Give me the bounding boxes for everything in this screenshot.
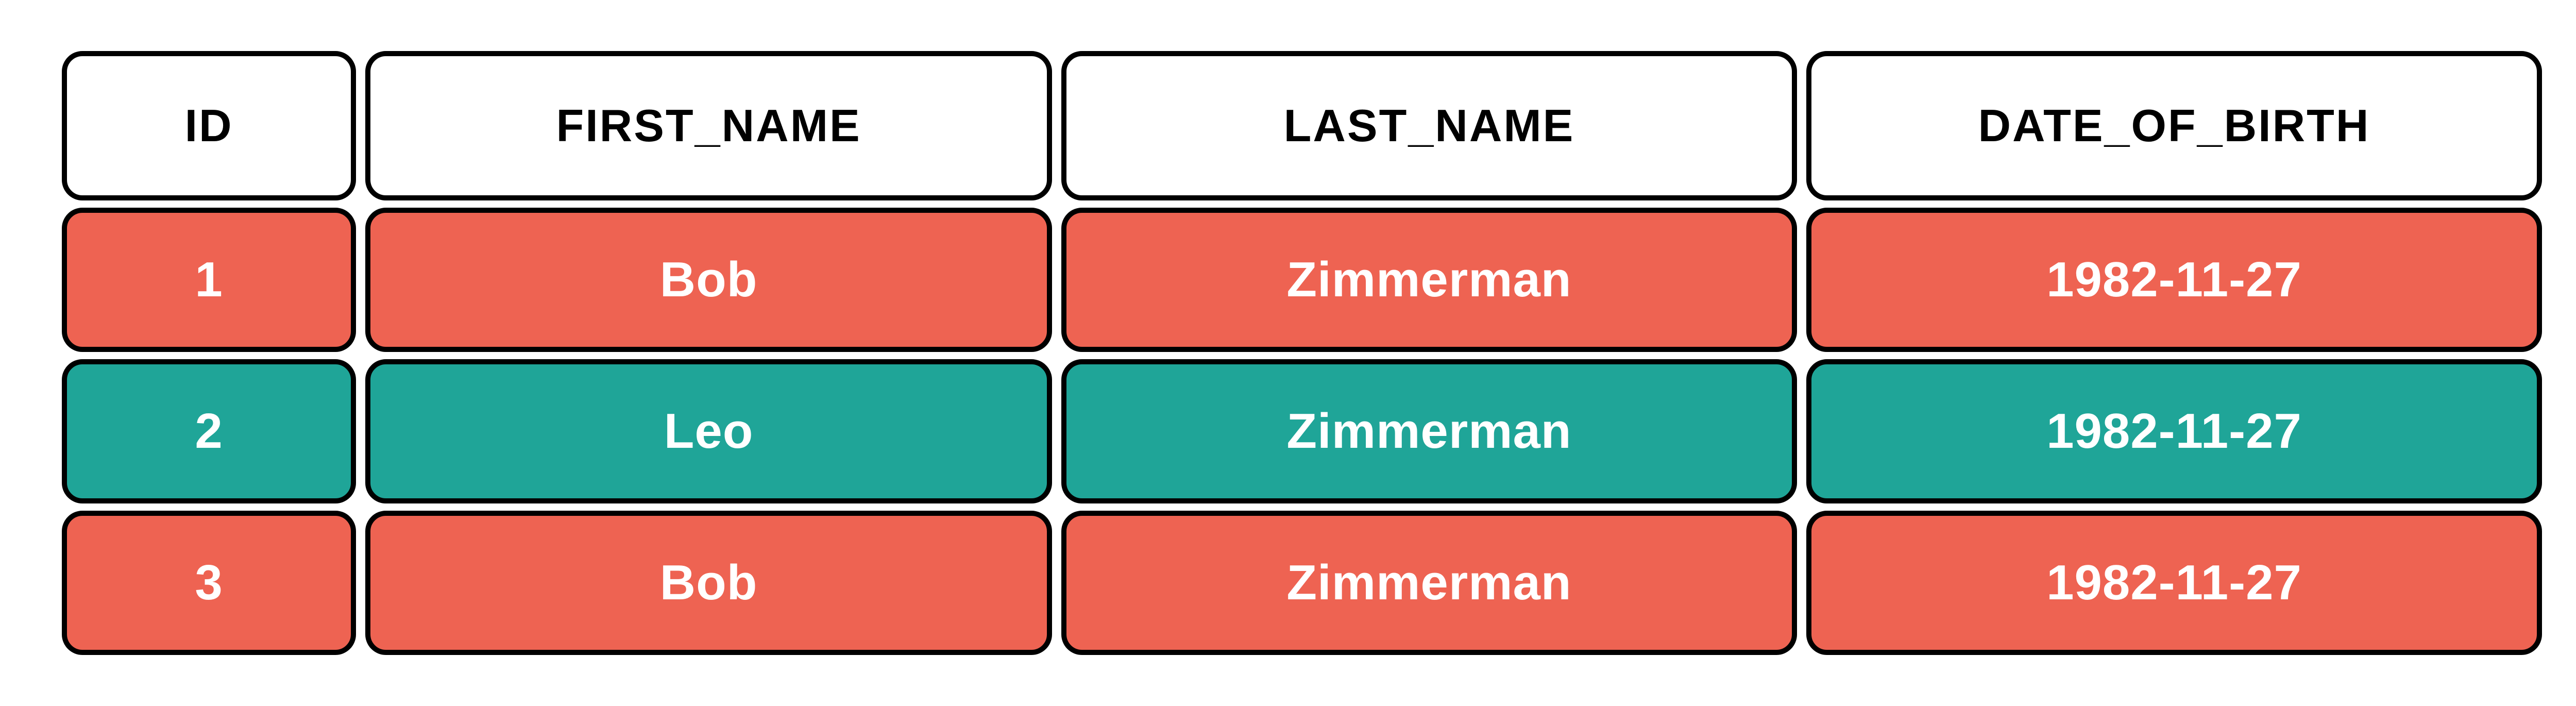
column-header-last-name: LAST_NAME xyxy=(1061,51,1797,200)
table-row: 2 Leo Zimmerman 1982-11-27 xyxy=(62,359,2514,503)
cell-first-name: Leo xyxy=(365,359,1052,503)
cell-date-of-birth: 1982-11-27 xyxy=(1806,511,2542,655)
cell-date-of-birth: 1982-11-27 xyxy=(1806,208,2542,352)
cell-id: 1 xyxy=(62,208,356,352)
cell-first-name: Bob xyxy=(365,208,1052,352)
cell-last-name: Zimmerman xyxy=(1061,511,1797,655)
cell-id: 2 xyxy=(62,359,356,503)
table-header-row: ID FIRST_NAME LAST_NAME DATE_OF_BIRTH xyxy=(62,51,2514,200)
cell-id: 3 xyxy=(62,511,356,655)
cell-first-name: Bob xyxy=(365,511,1052,655)
column-header-id: ID xyxy=(62,51,356,200)
cell-last-name: Zimmerman xyxy=(1061,208,1797,352)
cell-last-name: Zimmerman xyxy=(1061,359,1797,503)
table-row: 1 Bob Zimmerman 1982-11-27 xyxy=(62,208,2514,352)
column-header-first-name: FIRST_NAME xyxy=(365,51,1052,200)
table-row: 3 Bob Zimmerman 1982-11-27 xyxy=(62,511,2514,655)
data-table: ID FIRST_NAME LAST_NAME DATE_OF_BIRTH 1 … xyxy=(62,51,2514,655)
cell-date-of-birth: 1982-11-27 xyxy=(1806,359,2542,503)
column-header-date-of-birth: DATE_OF_BIRTH xyxy=(1806,51,2542,200)
